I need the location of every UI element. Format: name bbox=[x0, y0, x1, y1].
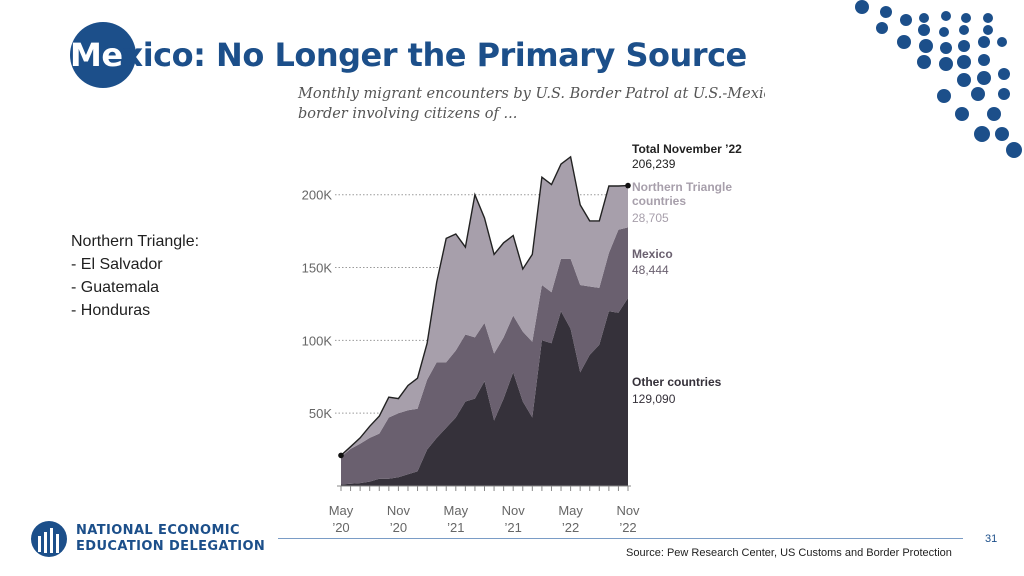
annotation-other-value: 129,090 bbox=[632, 392, 676, 406]
x-tick-label-month: May bbox=[444, 503, 469, 518]
title-highlight: Me bbox=[70, 36, 123, 74]
slide-title-block: Mexico: No Longer the Primary Source bbox=[70, 22, 747, 88]
annotation-mexico-label: Mexico bbox=[632, 247, 673, 261]
title-text: xico: No Longer the Primary Source bbox=[122, 36, 748, 74]
x-tick-label-month: Nov bbox=[502, 503, 526, 518]
note-item-el-salvador: - El Salvador bbox=[71, 256, 163, 273]
y-tick-label: 150K bbox=[302, 261, 333, 276]
area-series-mexico bbox=[341, 227, 628, 485]
nced-logo: NATIONAL ECONOMIC EDUCATION DELEGATION bbox=[30, 518, 270, 560]
chart-subtitle: border involving citizens of ... bbox=[298, 106, 517, 122]
y-tick-label: 200K bbox=[302, 188, 333, 203]
area-series-other-countries bbox=[341, 298, 628, 486]
total-line bbox=[340, 155, 629, 456]
annotation-nt-label-1: Northern Triangle bbox=[632, 180, 732, 194]
source-note: Source: Pew Research Center, US Customs … bbox=[626, 547, 952, 559]
annotation-other-label: Other countries bbox=[632, 375, 722, 389]
x-tick-label-year: ’22 bbox=[619, 520, 636, 535]
nced-logo-icon bbox=[31, 521, 67, 557]
northern-triangle-note: Northern Triangle: - El Salvador - Guate… bbox=[71, 230, 199, 322]
slide-title: Mexico: No Longer the Primary Source bbox=[70, 36, 747, 74]
total-end-point bbox=[625, 182, 631, 189]
chart-title: Monthly migrant encounters by U.S. Borde… bbox=[297, 86, 765, 102]
title-badge-circle bbox=[70, 22, 136, 88]
note-heading: Northern Triangle: bbox=[71, 233, 200, 250]
note-item-guatemala: - Guatemala bbox=[71, 279, 160, 296]
area-series bbox=[338, 155, 631, 486]
x-tick-label-month: May bbox=[558, 503, 583, 518]
x-tick-label-year: ’21 bbox=[447, 520, 464, 535]
x-axis: May ’20 Nov ’20 May ’21 Nov ’21 May ’22 Nov ’22 bbox=[329, 485, 640, 535]
x-tick-label-year: ’22 bbox=[562, 520, 579, 535]
decorative-dot-pattern bbox=[855, 0, 1022, 158]
x-tick-label-month: Nov bbox=[616, 503, 640, 518]
annotation-mexico-value: 48,444 bbox=[632, 263, 669, 277]
x-tick-label-year: ’21 bbox=[505, 520, 522, 535]
page-number: 31 bbox=[985, 533, 998, 545]
stacked-area-chart: Monthly migrant encounters by U.S. Borde… bbox=[297, 86, 765, 535]
total-start-point bbox=[338, 452, 344, 459]
x-tick-label-year: ’20 bbox=[390, 520, 407, 535]
footer-rule bbox=[278, 538, 963, 539]
logo-line-2: EDUCATION DELEGATION bbox=[76, 539, 266, 554]
annotation-total-label: Total November ’22 bbox=[632, 142, 742, 156]
annotation-total-value: 206,239 bbox=[632, 157, 676, 171]
gridlines: 50K 100K 150K 200K bbox=[302, 188, 628, 421]
logo-line-1: NATIONAL ECONOMIC bbox=[76, 523, 240, 538]
x-tick-label-year: ’20 bbox=[332, 520, 349, 535]
annotation-nt-label-2: countries bbox=[632, 194, 686, 208]
x-tick-label-month: May bbox=[329, 503, 354, 518]
x-tick-label-month: Nov bbox=[387, 503, 411, 518]
y-tick-label: 100K bbox=[302, 333, 333, 348]
note-item-honduras: - Honduras bbox=[71, 302, 151, 319]
y-tick-label: 50K bbox=[309, 406, 332, 421]
annotation-nt-value: 28,705 bbox=[632, 211, 669, 225]
